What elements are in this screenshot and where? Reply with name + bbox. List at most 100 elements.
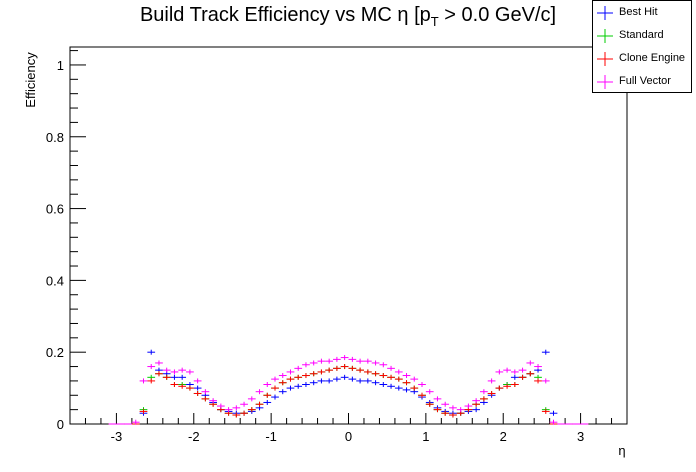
x-tick-label: 0 [345,429,352,444]
data-point [255,389,264,395]
data-point [480,389,488,395]
x-axis-label: η [618,443,625,458]
data-point [302,382,310,388]
data-point [247,396,256,402]
legend-marker [597,29,613,43]
data-point [379,362,388,368]
data-point [534,364,542,370]
data-point [178,383,187,389]
data-point [495,385,504,391]
data-point [472,407,481,413]
data-point [201,396,210,402]
data-point [363,378,372,384]
legend-item: Clone Engine [593,49,693,71]
data-point [510,369,519,375]
data-point [510,382,519,388]
data-point [294,383,303,389]
legend-label: Standard [619,29,664,41]
legend-marker [597,6,613,20]
data-point [356,367,364,373]
data-point [441,410,450,416]
y-tick-label: 0 [57,417,64,432]
data-point [255,401,264,407]
x-tick-label: 2 [500,429,507,444]
data-point [418,382,426,388]
data-point [472,398,481,404]
y-axis-label: Efficiency [23,52,38,108]
x-tick-label: -3 [111,429,123,444]
data-point [286,376,295,382]
data-point [263,399,272,405]
y-tick-label: 0.2 [46,345,64,360]
data-point [286,369,295,375]
data-point [147,349,156,355]
data-point [348,376,357,382]
data-point [309,380,318,386]
data-point [209,398,217,404]
data-point [193,390,202,396]
data-point [518,374,527,380]
data-point [216,403,225,409]
data-point [162,367,171,373]
x-tick-label: -2 [188,429,200,444]
data-point [480,396,488,402]
data-point [356,378,364,384]
data-point [379,373,388,379]
data-point [232,412,241,418]
legend-label: Best Hit [619,6,658,18]
data-point [294,365,303,371]
data-point [302,373,310,379]
data-point [333,356,341,362]
data-point [363,369,372,375]
data-point [541,378,550,384]
data-point [394,385,403,391]
data-point [247,407,256,413]
plot-frame [69,46,628,425]
data-point [425,401,434,407]
data-point [193,385,202,391]
data-point [402,380,411,386]
data-point [333,365,341,371]
data-point [541,408,550,414]
y-tick-label: 0.6 [46,202,64,217]
data-point [271,394,279,400]
y-tick-label: 0.8 [46,130,64,145]
data-point [193,378,202,384]
data-point [487,390,496,396]
data-point [139,378,148,384]
legend-marker [597,52,613,66]
data-point [162,374,171,380]
y-tick-label: 1 [57,58,64,73]
data-point [286,385,295,391]
legend-item: Standard [593,26,693,48]
data-point [387,383,395,389]
data-point [526,371,535,377]
data-point [541,349,550,355]
data-point [309,371,318,377]
data-point [186,385,194,391]
data-point [449,412,457,418]
data-point [340,355,349,361]
data-point [394,369,403,375]
data-point [278,373,287,379]
data-point [317,358,326,364]
data-point [232,405,241,411]
data-point [263,382,272,388]
legend-item: Best Hit [593,3,693,25]
data-point [425,389,434,395]
data-point [139,408,148,414]
data-point [147,378,156,384]
legend-label: Full Vector [619,75,671,87]
data-point [348,365,357,371]
data-point [371,380,380,386]
y-tick-label: 0.4 [46,273,64,288]
data-point [495,369,504,375]
title-prefix: Build Track Efficiency vs MC η [p [139,4,431,26]
data-point [348,356,357,362]
data-point [170,382,179,388]
data-point [178,374,187,380]
data-point [418,392,426,398]
data-point [433,396,442,402]
data-point [155,360,163,366]
